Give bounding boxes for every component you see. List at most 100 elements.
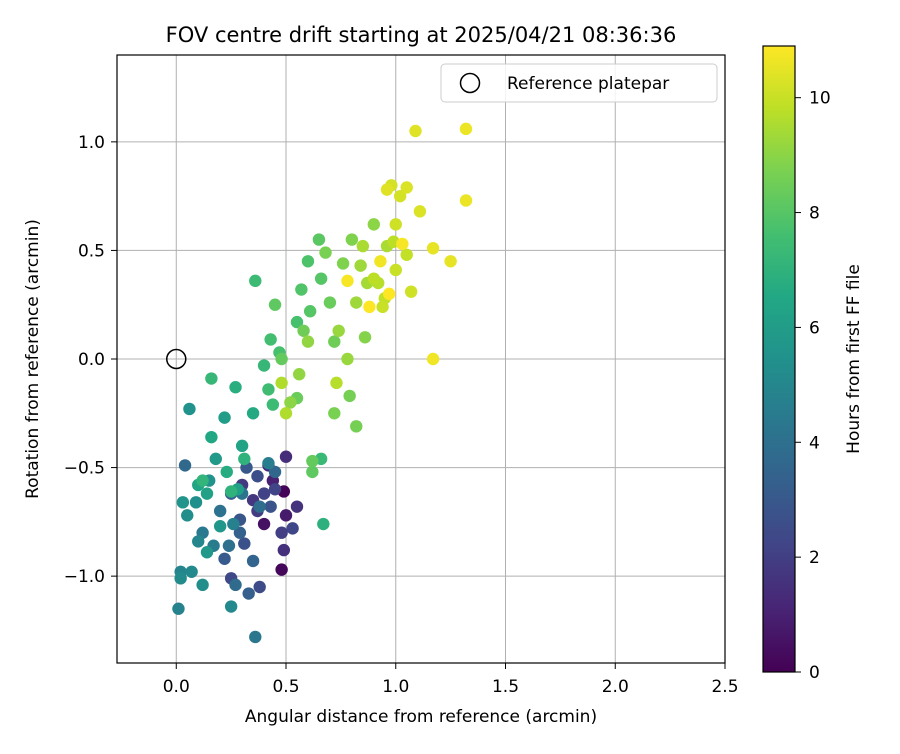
data-point — [409, 124, 422, 138]
data-point — [220, 465, 233, 479]
data-point — [358, 331, 372, 344]
legend-entry-reference-platepar: Reference platepar — [507, 74, 669, 94]
data-point — [314, 272, 328, 285]
data-point — [396, 237, 409, 251]
data-point — [301, 255, 315, 268]
data-point — [290, 315, 304, 329]
y-tick-label: 0.5 — [78, 241, 105, 261]
data-point — [246, 407, 260, 420]
data-point — [229, 578, 242, 592]
data-point — [328, 407, 341, 420]
x-tick-label: 0.5 — [272, 677, 299, 697]
x-axis-ticks: 0.0 0.5 1.0 1.5 2.0 2.5 — [163, 663, 739, 697]
data-point — [363, 300, 376, 314]
data-point — [268, 298, 282, 311]
data-point — [303, 305, 317, 318]
data-point — [301, 335, 315, 348]
data-point — [459, 194, 473, 207]
reference-platepar-marker — [166, 348, 187, 370]
data-point — [262, 383, 275, 396]
data-point — [459, 122, 473, 136]
data-point — [222, 539, 236, 552]
data-point — [297, 324, 310, 337]
data-point — [253, 500, 266, 513]
data-point — [279, 450, 293, 463]
data-point — [382, 287, 396, 301]
colorbar-tick-label: 8 — [809, 204, 820, 224]
data-point — [218, 552, 231, 565]
data-point — [317, 517, 330, 531]
data-point — [354, 259, 367, 272]
y-tick-label: 1.0 — [78, 133, 105, 153]
data-point — [196, 474, 209, 487]
data-point — [181, 509, 194, 522]
y-tick-label: −0.5 — [64, 459, 105, 479]
data-point — [341, 352, 354, 366]
y-axis-label: Rotation from reference (arcmin) — [23, 219, 43, 499]
data-point — [319, 246, 332, 259]
x-axis-label: Angular distance from reference (arcmin) — [245, 707, 597, 727]
data-point — [275, 376, 288, 390]
data-point — [306, 465, 319, 479]
data-point — [306, 454, 319, 468]
data-point — [266, 398, 280, 411]
colorbar-tick-label: 4 — [809, 433, 820, 453]
data-point — [242, 587, 255, 600]
data-point — [209, 452, 222, 466]
data-point — [257, 487, 271, 500]
colorbar-tick-label: 0 — [809, 663, 820, 683]
data-point — [426, 352, 440, 366]
data-point — [224, 600, 238, 613]
data-point — [262, 457, 275, 470]
data-point — [389, 218, 402, 231]
data-point — [343, 389, 356, 403]
data-point — [233, 526, 247, 539]
y-tick-label: −1.0 — [64, 567, 105, 587]
data-point — [189, 496, 203, 509]
data-point — [238, 452, 251, 466]
data-point — [389, 263, 402, 277]
data-point — [330, 376, 343, 390]
data-point — [185, 565, 198, 578]
colorbar-tick-label: 10 — [809, 89, 831, 109]
data-point — [218, 411, 231, 424]
data-point — [183, 402, 196, 416]
data-point — [174, 572, 187, 585]
data-point — [312, 233, 326, 246]
data-point — [286, 522, 299, 535]
data-point — [253, 580, 266, 594]
data-point — [200, 546, 214, 559]
data-point — [345, 233, 359, 246]
y-tick-label: 0.0 — [78, 350, 105, 370]
data-point — [295, 283, 308, 296]
data-point — [292, 368, 306, 381]
x-tick-label: 1.0 — [382, 677, 409, 697]
x-tick-label: 1.5 — [492, 677, 519, 697]
data-point — [192, 535, 205, 548]
legend-box — [440, 63, 718, 103]
y-axis-ticks: −1.0 −0.5 0.0 0.5 1.0 — [64, 133, 117, 587]
data-point — [341, 274, 354, 288]
data-point — [328, 335, 341, 348]
data-point — [205, 372, 218, 385]
data-point — [249, 274, 262, 288]
data-point — [336, 257, 350, 270]
data-point — [350, 420, 363, 433]
data-point — [229, 381, 242, 394]
data-point — [426, 242, 440, 255]
colorbar-label: Hours from first FF file — [844, 264, 864, 454]
x-tick-label: 2.0 — [602, 677, 629, 697]
data-point — [238, 537, 251, 550]
colorbar-gradient — [762, 45, 796, 673]
data-point — [268, 465, 282, 479]
data-point — [376, 300, 389, 314]
colorbar: 0 2 4 6 8 10 Hours from first FF file — [762, 45, 864, 683]
data-point — [213, 504, 227, 518]
data-point — [275, 352, 288, 366]
data-point — [257, 517, 271, 531]
data-point — [205, 430, 218, 444]
data-point — [227, 517, 240, 531]
